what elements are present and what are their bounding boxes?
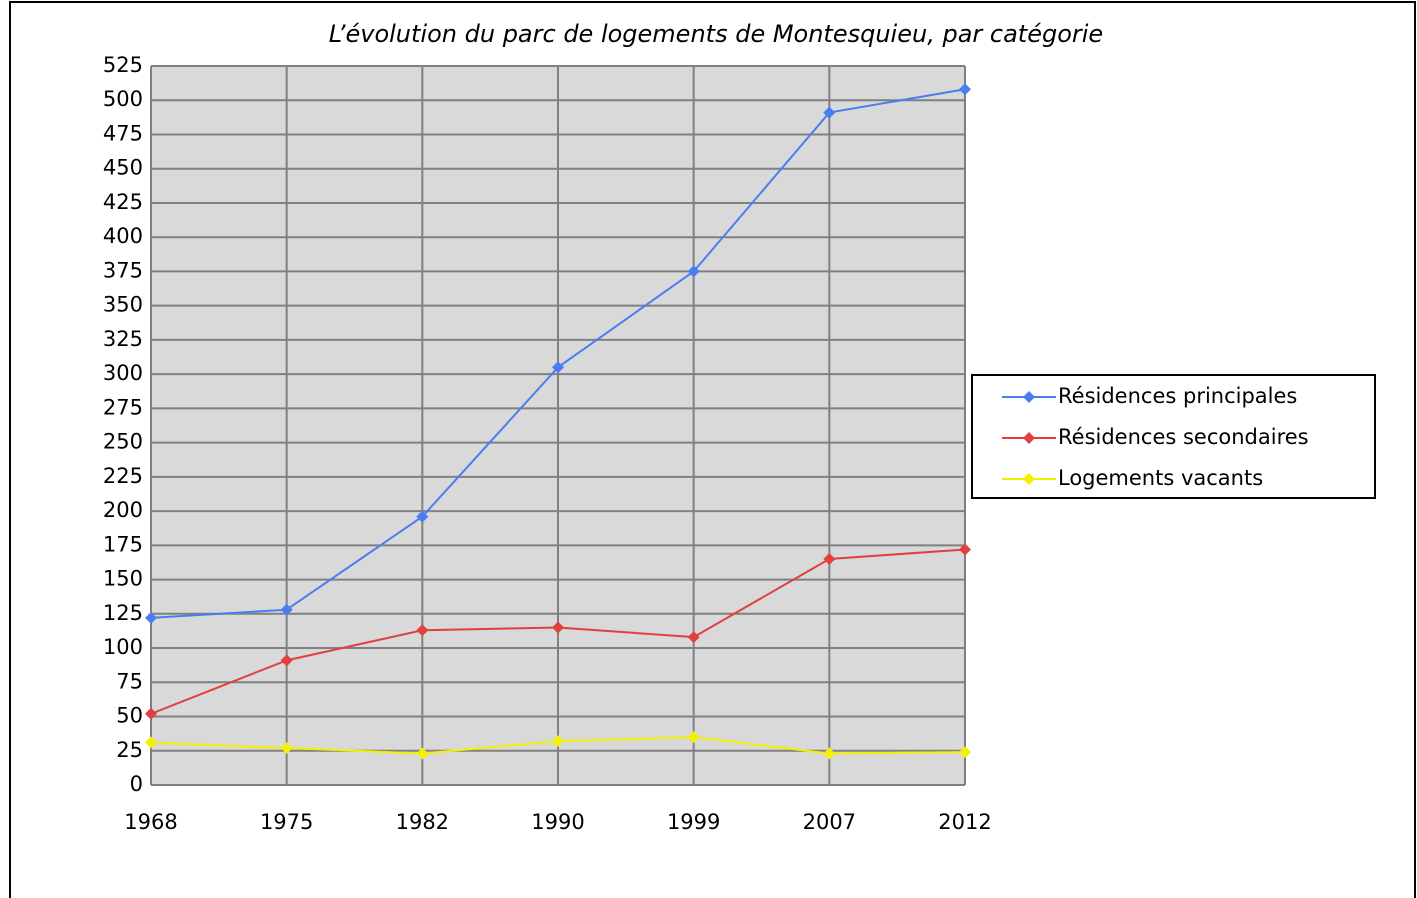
y-tick-label: 100 [103,635,143,659]
data-point [823,106,836,119]
x-tick-label: 1968 [124,810,177,834]
data-point [416,510,429,523]
y-tick-label: 400 [103,224,143,248]
data-point [145,707,157,720]
x-tick-label: 2007 [803,810,856,834]
y-tick-label: 350 [103,293,143,317]
data-point [552,735,564,748]
legend-marker [1023,391,1035,403]
y-tick-label: 25 [116,738,143,762]
y-tick-label: 450 [103,156,143,180]
x-tick-label: 1982 [396,810,449,834]
y-tick-label: 125 [103,601,143,625]
x-tick-label: 1975 [260,810,313,834]
data-point [823,747,836,760]
y-tick-label: 175 [103,532,143,556]
legend-label: Logements vacants [1058,466,1263,490]
legend-marker [1023,473,1035,485]
data-point [416,624,429,637]
data-point [280,603,293,616]
y-tick-label: 200 [103,498,143,522]
y-tick-label: 525 [103,53,143,77]
y-tick-label: 50 [116,704,143,728]
data-point [959,543,971,556]
legend-label: Résidences secondaires [1058,425,1309,449]
legend-box [971,374,1376,499]
chart-title: L’évolution du parc de logements de Mont… [329,20,1103,48]
data-point [687,631,700,644]
x-tick-label: 2012 [938,810,991,834]
data-point [552,361,564,374]
y-tick-label: 75 [116,669,143,693]
legend-marker [1023,432,1035,444]
data-point [145,611,157,624]
data-point [959,746,971,759]
y-tick-label: 500 [103,87,143,111]
x-tick-label: 1999 [667,810,720,834]
y-tick-label: 225 [103,464,143,488]
legend-label: Résidences principales [1058,384,1297,408]
data-point [687,731,700,744]
y-tick-label: 150 [103,567,143,591]
data-point [823,553,836,566]
data-point [145,736,157,749]
y-tick-label: 325 [103,327,143,351]
data-point [280,654,293,667]
data-point [687,265,700,278]
y-tick-label: 375 [103,258,143,282]
y-tick-label: 300 [103,361,143,385]
y-tick-label: 275 [103,395,143,419]
data-point [959,83,971,96]
y-tick-label: 0 [130,772,143,796]
y-tick-label: 425 [103,190,143,214]
data-point [416,747,429,760]
y-tick-label: 475 [103,121,143,145]
y-tick-label: 250 [103,430,143,454]
x-tick-label: 1990 [531,810,584,834]
data-point [280,742,293,755]
data-point [552,621,564,634]
